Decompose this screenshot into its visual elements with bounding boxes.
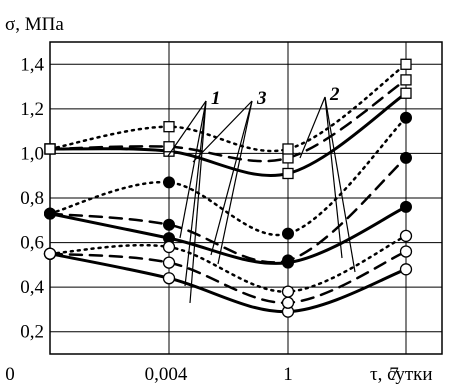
x-tick-label: 0,004 bbox=[145, 364, 188, 385]
series-line-dashed bbox=[48, 250, 408, 304]
y-tick-label: 0,4 bbox=[20, 277, 44, 298]
callout-leader-line bbox=[192, 100, 253, 163]
data-point-square bbox=[163, 121, 175, 133]
data-point-filled-circle bbox=[282, 227, 294, 240]
callout-leader-line bbox=[167, 100, 207, 157]
data-point-open-circle bbox=[399, 263, 413, 276]
data-point-filled-circle bbox=[400, 200, 412, 213]
series-line-solid bbox=[48, 252, 408, 314]
callout-label: 2 bbox=[329, 84, 340, 105]
y-tick-label: 0,2 bbox=[20, 322, 44, 343]
y-tick-label: 1,2 bbox=[20, 99, 44, 120]
data-point-open-circle bbox=[281, 285, 295, 298]
data-point-open-circle bbox=[43, 247, 57, 260]
data-point-filled-circle bbox=[400, 111, 412, 124]
series-line-solid bbox=[48, 205, 408, 265]
data-point-filled-circle bbox=[163, 176, 175, 189]
data-point-square bbox=[400, 58, 412, 70]
callout-leader-line bbox=[179, 100, 207, 239]
data-point-open-circle bbox=[162, 272, 176, 285]
data-point-open-circle bbox=[162, 256, 176, 269]
x-tick-label: 1 bbox=[283, 364, 293, 385]
data-point-filled-circle bbox=[163, 218, 175, 231]
data-point-filled-circle bbox=[400, 151, 412, 164]
callout-leader-line bbox=[189, 100, 207, 304]
callout-leader-line bbox=[217, 100, 253, 265]
data-point-square bbox=[400, 74, 412, 86]
series-line-dotted bbox=[48, 63, 408, 153]
data-point-square bbox=[44, 143, 56, 155]
series-line-dotted bbox=[48, 116, 408, 237]
data-point-square bbox=[282, 143, 294, 155]
callout-leader-line bbox=[210, 100, 253, 256]
data-point-open-circle bbox=[399, 229, 413, 243]
x-axis-title: τ, сутки bbox=[370, 364, 433, 385]
series-line-dotted bbox=[48, 234, 408, 293]
x-tick-label: 7 bbox=[389, 364, 399, 385]
data-point-square bbox=[400, 87, 412, 99]
y-tick-label: 1,4 bbox=[20, 54, 44, 75]
y-tick-label: 0,6 bbox=[20, 233, 44, 254]
data-point-filled-circle bbox=[282, 254, 294, 267]
plot-frame bbox=[49, 41, 443, 355]
callout-label: 3 bbox=[256, 88, 267, 109]
data-point-open-circle bbox=[162, 240, 176, 254]
callout-leader-line bbox=[324, 96, 356, 273]
y-tick-label: 0,8 bbox=[20, 188, 44, 209]
x-tick-label: 0 bbox=[5, 364, 15, 385]
data-point-square bbox=[282, 167, 294, 180]
series-line-dashed bbox=[48, 78, 408, 163]
series-line-dashed bbox=[48, 156, 408, 264]
y-tick-label: 1,0 bbox=[20, 143, 44, 164]
y-axis-title: σ, МПа bbox=[5, 14, 64, 35]
callout-leader-line bbox=[299, 96, 326, 159]
data-point-open-circle bbox=[281, 296, 295, 309]
callout-label: 1 bbox=[211, 88, 221, 109]
data-point-filled-circle bbox=[44, 207, 56, 220]
callout-leader-line bbox=[184, 100, 207, 287]
callout-leader-line bbox=[324, 96, 343, 259]
data-point-open-circle bbox=[399, 245, 413, 258]
series-line-solid bbox=[48, 91, 408, 177]
